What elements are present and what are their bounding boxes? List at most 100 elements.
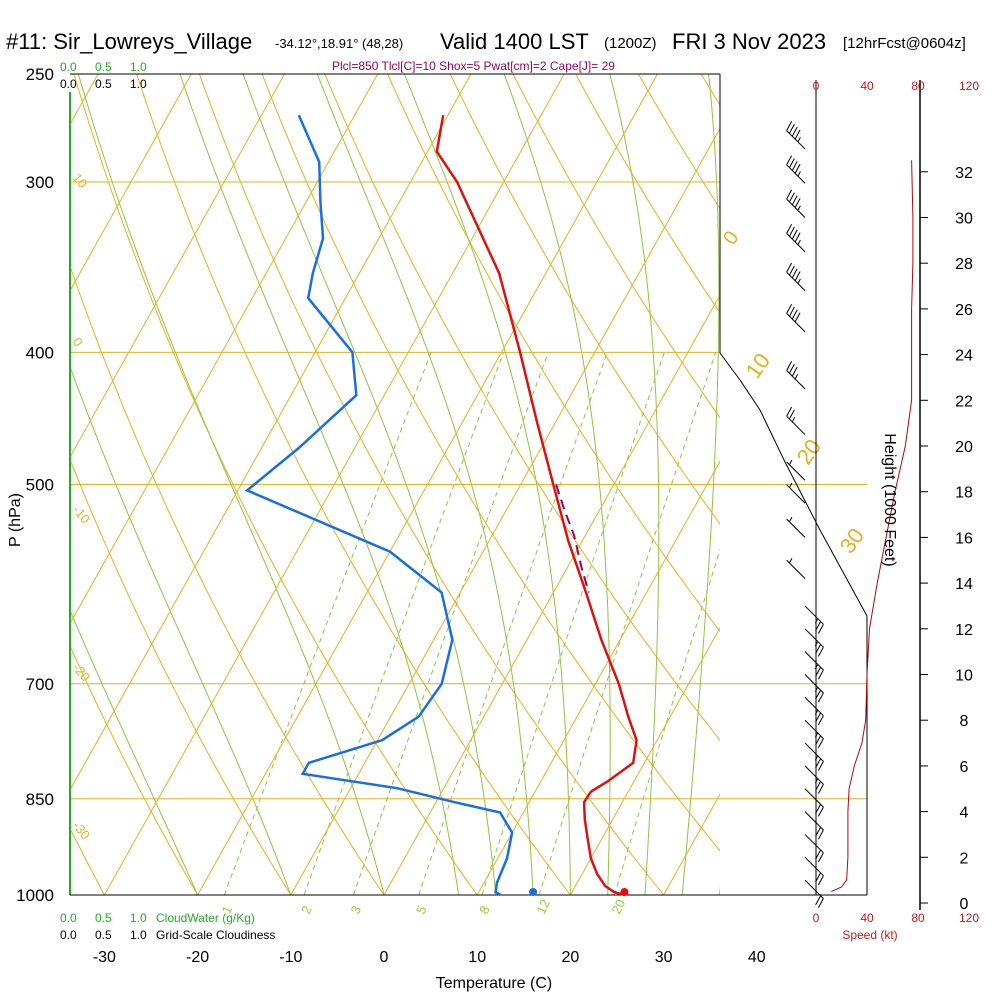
dry-adiabat-label--20: -20 <box>70 660 94 684</box>
plot-frame <box>70 73 921 910</box>
mixing-ratio-20 <box>613 548 720 895</box>
temperature-tick-40: 40 <box>748 949 766 966</box>
bottom-cloudiness-tick-1: 0.5 <box>95 928 112 942</box>
top-cloudwater-tick-0: 0.0 <box>60 60 77 74</box>
mixing-ratio-1 <box>223 352 432 895</box>
mixing-ratio-label-12: 12 <box>533 897 553 916</box>
wind-barb-5 <box>804 765 824 794</box>
mixing-ratio-8 <box>481 352 665 895</box>
bottom-cloudwater-tick-2: 1.0 <box>130 911 147 925</box>
isotherm--90 <box>0 74 5 895</box>
dry-adiabat--40 <box>0 74 11 895</box>
height-tick-30: 30 <box>955 211 973 228</box>
temperature-tick--20: -20 <box>186 949 209 966</box>
temperature-tick-30: 30 <box>655 949 673 966</box>
moist-adiabat-16 <box>316 74 534 895</box>
wind-barbs <box>786 121 824 908</box>
top-cloud-scale: 0.0 0.5 1.0 0.0 0.5 1.0 <box>60 60 147 91</box>
temperature-axis-label: Temperature (C) <box>436 975 552 992</box>
dry-adiabat-0 <box>70 264 385 895</box>
moist-adiabat-0 <box>77 74 385 895</box>
parcel-info: Plcl=850 Tlcl[C]=10 Shox=5 Pwat[cm]=2 Ca… <box>332 59 615 73</box>
speed-scale-bottom: 0 40 80 120 Speed (kt) <box>813 911 980 942</box>
wind-barb-13 <box>786 558 806 579</box>
wind-barb-16 <box>786 459 806 481</box>
station-title: #11: Sir_Lowreys_Village <box>6 29 252 54</box>
moist-adiabat-32 <box>681 74 720 895</box>
mixing-ratio-label-20: 20 <box>609 897 629 916</box>
mixing-ratio-labels: 1 2 3 5 8 12 20 <box>219 897 629 916</box>
parcel-profile-line <box>555 484 590 593</box>
wind-barb-14 <box>786 516 806 538</box>
speed-top-tick-3: 120 <box>959 79 979 93</box>
wind-barb-4 <box>804 788 824 817</box>
isobar-lines <box>70 73 867 896</box>
cloudiness-label: Grid-Scale Cloudiness <box>156 928 275 942</box>
wind-barb-18 <box>786 361 806 390</box>
bottom-cloud-scale: 0.0 0.5 1.0 CloudWater (g/Kg) 0.0 0.5 1.… <box>60 911 275 942</box>
speed-scale-top: 0 40 80 120 <box>813 79 980 93</box>
pressure-tick-250: 250 <box>26 65 54 84</box>
isotherm-20 <box>569 626 720 895</box>
height-tick-4: 4 <box>960 805 969 822</box>
wind-barb-24 <box>786 121 806 150</box>
height-tick-24: 24 <box>955 348 973 365</box>
pressure-axis-label: P (hPa) <box>7 493 24 547</box>
moist-adiabat--20 <box>70 608 199 895</box>
bottom-cloudiness-tick-2: 1.0 <box>130 928 147 942</box>
speed-bottom-tick-3: 120 <box>959 911 979 925</box>
top-cloudiness-tick-1: 0.5 <box>95 77 112 91</box>
wind-barb-19 <box>786 303 806 333</box>
pressure-tick-500: 500 <box>26 476 54 495</box>
wind-barb-1 <box>804 856 824 886</box>
temperature-tick--30: -30 <box>93 949 116 966</box>
speed-top-tick-1: 40 <box>860 79 874 93</box>
wind-barb-22 <box>786 189 806 218</box>
speed-axis-label: Speed (kt) <box>842 928 897 942</box>
temperature-profile-line <box>435 114 638 897</box>
wind-barb-6 <box>804 742 824 771</box>
wind-barb-11 <box>804 628 824 657</box>
dry-adiabat-10 <box>73 74 478 895</box>
height-tick-6: 6 <box>960 759 969 776</box>
wind-barb-21 <box>786 223 806 253</box>
isotherm--70 <box>70 74 192 292</box>
top-cloudiness-tick-0: 0.0 <box>60 77 77 91</box>
wind-speed-profile-line <box>831 160 914 893</box>
height-tick-14: 14 <box>955 576 973 593</box>
height-tick-20: 20 <box>955 439 973 456</box>
isotherm-labels: 0 10 20 30 <box>719 227 869 558</box>
cloudwater-label: CloudWater (g/Kg) <box>156 911 255 925</box>
temperature-tick-10: 10 <box>468 949 486 966</box>
temperature-tick-0: 0 <box>380 949 389 966</box>
bottom-cloudwater-tick-1: 0.5 <box>95 911 112 925</box>
mixing-ratio-label-8: 8 <box>476 903 493 916</box>
dry-adiabat-70 <box>449 74 720 525</box>
mixing-ratio-label-2: 2 <box>298 903 315 916</box>
height-tick-16: 16 <box>955 530 973 547</box>
pressure-tick-labels: 250 300 400 500 700 850 1000 <box>16 65 54 905</box>
height-tick-2: 2 <box>960 850 969 867</box>
pressure-tick-700: 700 <box>26 675 54 694</box>
height-tick-10: 10 <box>955 668 973 685</box>
isotherm--60 <box>70 74 285 459</box>
dry-adiabat-label-0: 0 <box>70 334 86 349</box>
wind-barb-10 <box>804 651 824 680</box>
wind-barb-20 <box>786 262 806 291</box>
wind-barb-3 <box>804 811 824 840</box>
mixing-ratio-label-3: 3 <box>348 903 365 916</box>
isotherm-label-0: 0 <box>719 227 743 249</box>
dry-adiabat-40 <box>261 74 720 852</box>
temperature-tick-labels: -30 -20 -10 0 10 20 30 40 <box>93 949 766 966</box>
isotherm-50 <box>850 74 1000 895</box>
mixing-ratio-label-5: 5 <box>413 903 430 916</box>
dry-adiabat-20 <box>136 74 571 895</box>
wind-barb-23 <box>786 155 806 184</box>
speed-top-tick-2: 80 <box>911 79 925 93</box>
dry-adiabat-140 <box>889 74 1000 895</box>
isotherm-label-10: 10 <box>741 348 776 382</box>
dry-adiabat-30 <box>198 74 664 895</box>
pressure-tick-400: 400 <box>26 343 54 362</box>
pressure-tick-850: 850 <box>26 790 54 809</box>
